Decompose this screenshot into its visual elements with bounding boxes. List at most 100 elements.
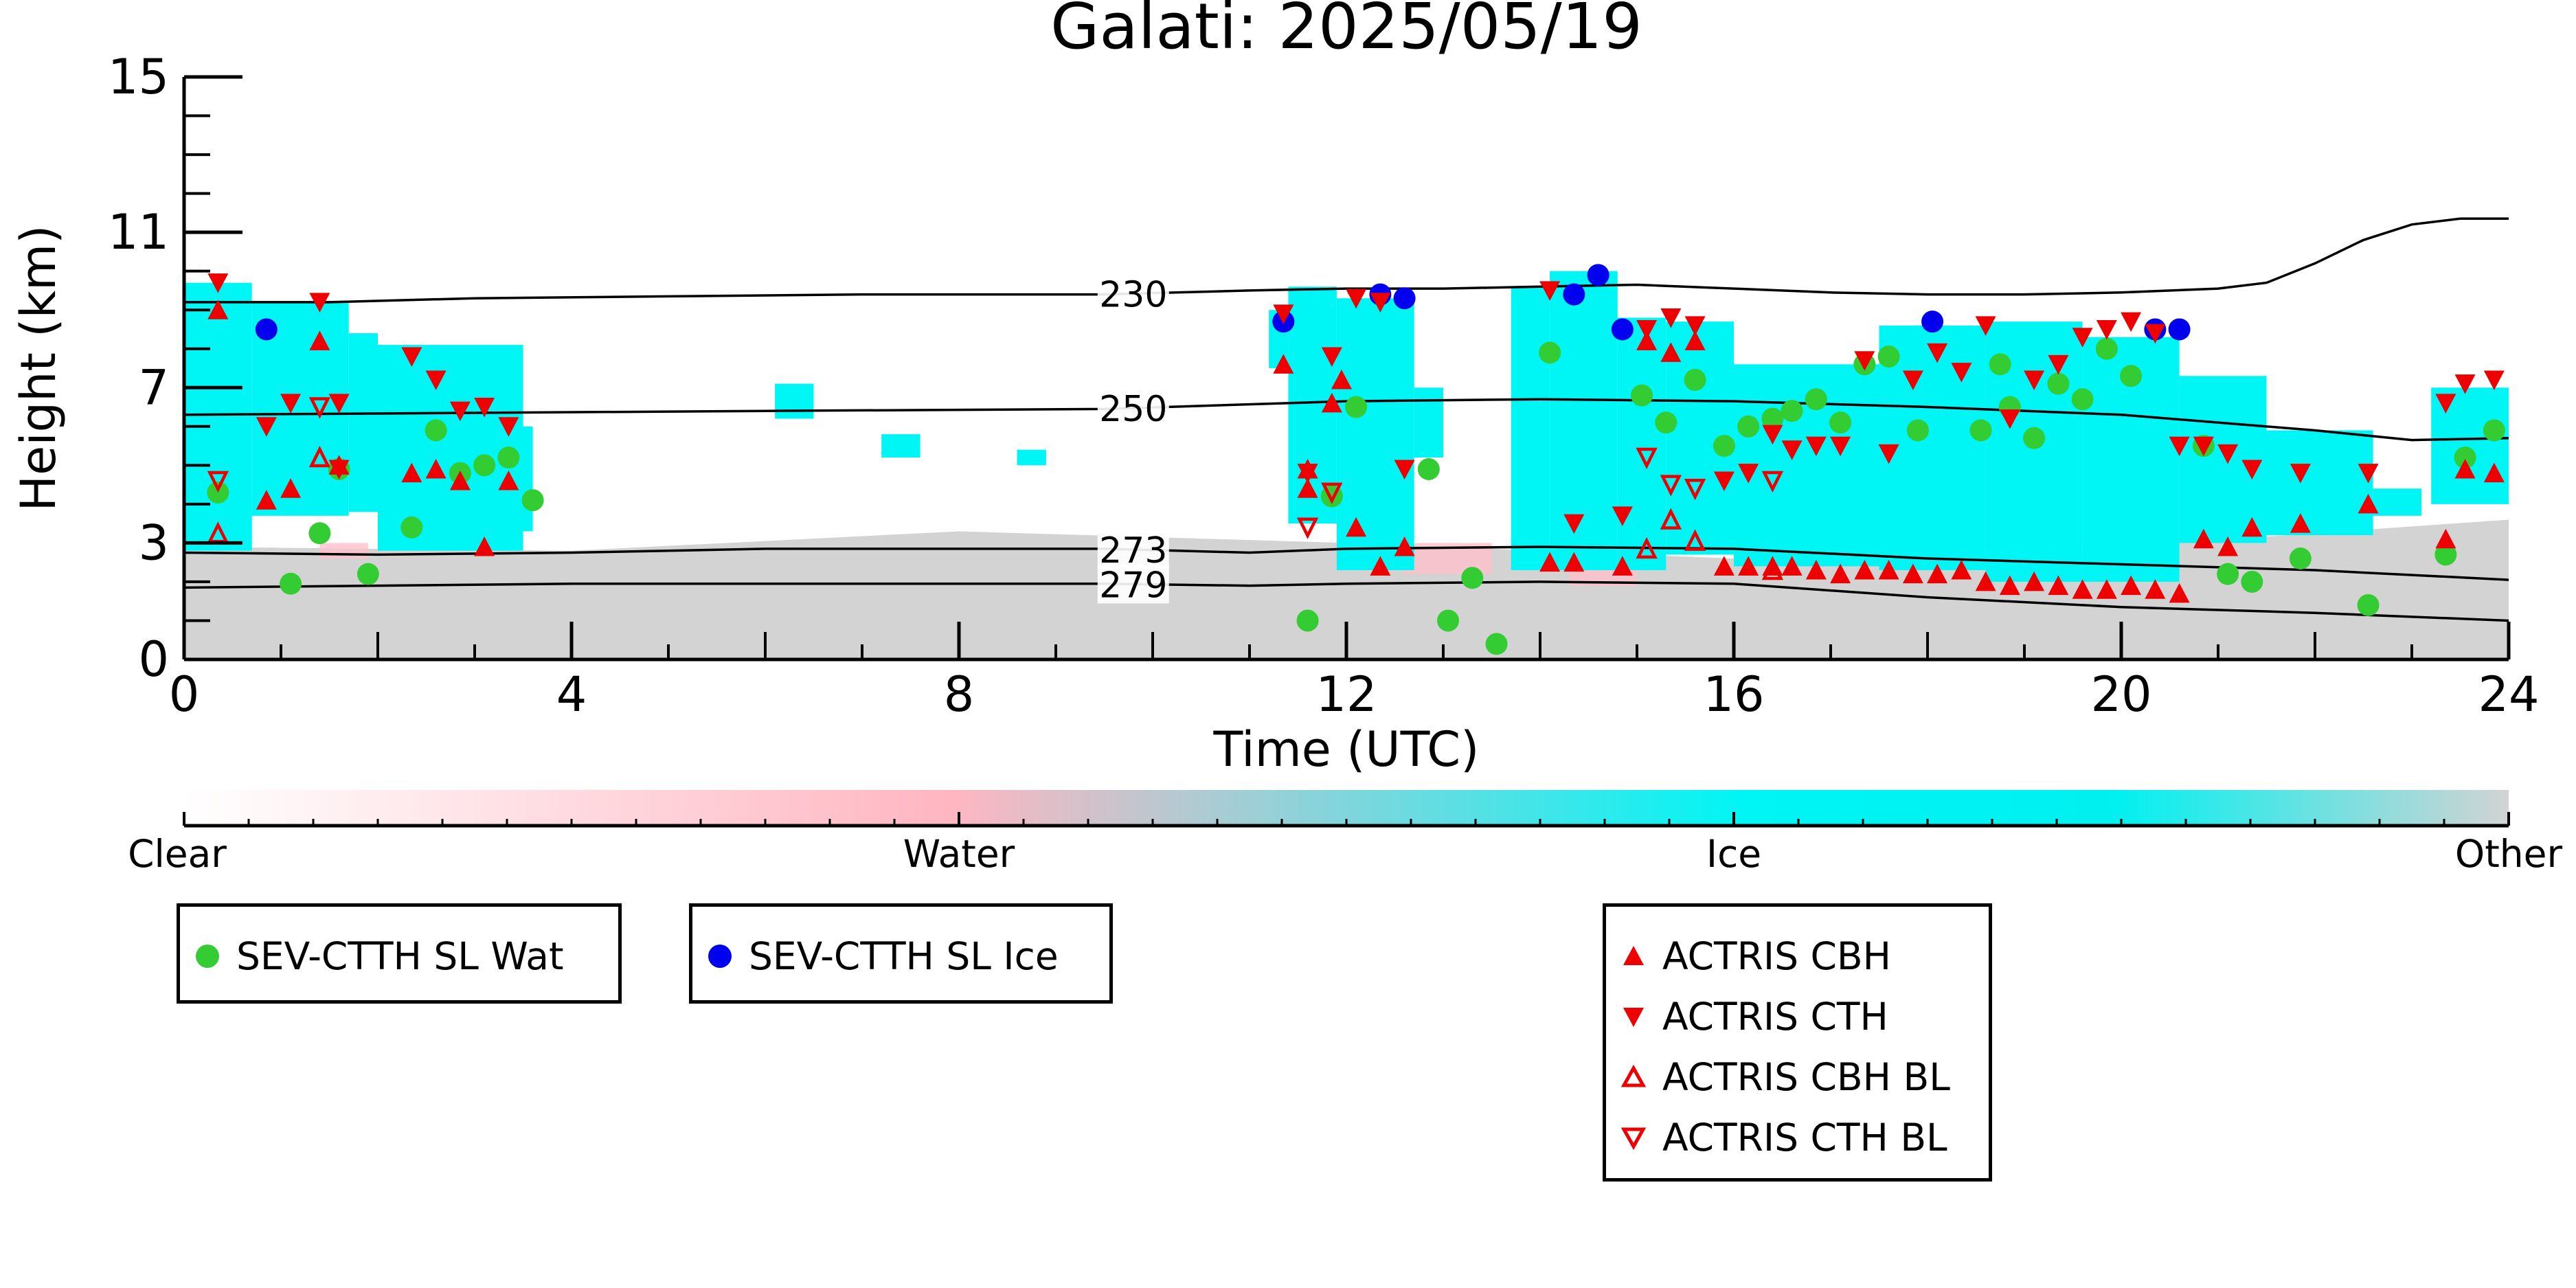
marker-actris-cth [1927, 343, 1948, 363]
marker-actris-cth [2435, 394, 2456, 414]
marker-actris-cth [1612, 506, 1633, 526]
marker-actris-cbh [280, 478, 302, 498]
colorbar-label-clear: Clear [128, 832, 227, 876]
ice-cloud-region [348, 333, 378, 512]
marker-sev-ctth-sl-wat [1437, 609, 1460, 632]
marker-sev-ctth-sl-wat [1345, 396, 1368, 418]
legend-wat: SEV-CTTH SL Wat [177, 903, 622, 1004]
marker-sev-ctth-sl-wat [1829, 411, 1852, 434]
legend-actris: ACTRIS CBH ACTRIS CTH ACTRIS CBH BL ACTR… [1603, 903, 1992, 1182]
legend-item-ice: SEV-CTTH SL Ice [706, 929, 1059, 984]
marker-actris-cbh [2290, 513, 2311, 533]
marker-actris-cth [1975, 316, 1996, 336]
legend-item-cth: ACTRIS CTH [1620, 989, 1888, 1044]
marker-actris-cth [1781, 440, 1803, 460]
marker-actris-cth [309, 293, 330, 313]
marker-sev-ctth-sl-wat [2120, 365, 2143, 387]
marker-actris-cth [280, 394, 302, 414]
marker-sev-ctth-sl-wat [2217, 563, 2239, 585]
marker-actris-cth [1951, 363, 1972, 383]
marker-actris-cth [1902, 370, 1923, 390]
marker-sev-ctth-sl-wat [2241, 570, 2263, 593]
y-axis-label: Height (km) [10, 225, 67, 512]
marker-actris-cth [1660, 308, 1682, 328]
legend-item-cbh-bl: ACTRIS CBH BL [1620, 1050, 1950, 1105]
isotherm-line-273 [184, 545, 2509, 581]
marker-actris-cth [1273, 304, 1294, 324]
triangle-down-icon [1623, 1008, 1644, 1027]
y-tick-label: 15 [108, 49, 169, 105]
marker-actris-cbh [2024, 571, 2045, 591]
marker-actris-cbh [1805, 559, 1827, 580]
marker-sev-ctth-sl-ice [1393, 287, 1416, 310]
ice-cloud-region [2266, 430, 2373, 536]
marker-actris-cbh [1273, 354, 1294, 374]
legend-item-cth-bl: ACTRIS CTH BL [1620, 1110, 1947, 1165]
ice-cloud-region [1414, 387, 1443, 458]
marker-actris-cbh-bl [1636, 536, 1658, 559]
marker-actris-cth [2241, 460, 2263, 479]
marker-actris-cbh [401, 462, 422, 483]
marker-actris-cbh [2241, 517, 2263, 537]
marker-sev-ctth-sl-wat [1485, 633, 1508, 655]
marker-actris-cbh [1902, 563, 1923, 584]
marker-sev-ctth-sl-ice [1587, 264, 1609, 286]
marker-sev-ctth-sl-wat [400, 516, 423, 539]
legend-label-ice: SEV-CTTH SL Ice [749, 934, 1059, 978]
isotherm-label-bg [1097, 274, 1169, 313]
marker-actris-cbh [449, 470, 471, 490]
isotherm-line-279 [184, 580, 2509, 622]
marker-actris-cth [1854, 351, 1875, 371]
legend-label-cth: ACTRIS CTH [1662, 995, 1888, 1039]
marker-actris-cbh [1781, 556, 1803, 576]
x-tick-label: 20 [2090, 666, 2151, 723]
marker-actris-cth [2193, 436, 2214, 457]
marker-actris-cbh [2358, 493, 2379, 514]
marker-actris-cbh [1331, 369, 1352, 389]
x-axis-label: Time (UTC) [1213, 721, 1480, 778]
marker-actris-cth [207, 273, 229, 293]
ice-cloud-region [881, 434, 920, 458]
y-tick-label: 11 [108, 204, 169, 260]
marker-sev-ctth-sl-wat [497, 447, 520, 469]
x-tick-label: 24 [2478, 666, 2539, 723]
marker-sev-ctth-sl-wat [1417, 457, 1440, 480]
isotherm-label-250: 250 [1099, 389, 1167, 430]
colorbar-ticks [183, 812, 2510, 828]
marker-sev-ctth-sl-wat [1713, 435, 1735, 457]
marker-sev-ctth-sl-wat [1631, 384, 1653, 407]
marker-actris-cbh [1713, 556, 1735, 576]
marker-actris-cth [1805, 436, 1827, 457]
marker-actris-cbh [1830, 563, 1851, 584]
marker-actris-cth [2169, 436, 2190, 457]
marker-actris-cth [1321, 347, 1342, 368]
colorbar-label-ice: Ice [1706, 832, 1761, 876]
marker-actris-cbh [1346, 517, 1367, 537]
marker-actris-cth [1713, 471, 1735, 491]
ice-cloud-region [1550, 271, 1618, 570]
marker-layer [207, 264, 2505, 655]
marker-actris-cbh [1539, 552, 1561, 572]
marker-actris-cbh [1563, 552, 1585, 572]
green-circle-icon [196, 945, 219, 968]
triangle-up-icon [1623, 946, 1644, 965]
marker-actris-cbh [1636, 330, 1658, 350]
marker-actris-cth [425, 370, 447, 390]
marker-actris-cbh [2096, 579, 2117, 599]
water-patch [319, 543, 368, 559]
triangle-up-open-icon [1620, 1064, 1647, 1087]
marker-actris-cth-bl [1321, 482, 1343, 504]
marker-actris-cbh [2072, 579, 2093, 599]
ice-cloud-region [775, 383, 814, 419]
marker-sev-ctth-sl-wat [2454, 447, 2476, 469]
marker-actris-cth [401, 347, 422, 368]
marker-sev-ctth-sl-wat [1737, 415, 1760, 438]
marker-actris-cth [328, 460, 350, 479]
marker-actris-cth [474, 398, 495, 418]
x-tick-label: 0 [169, 666, 200, 723]
colorbar-label-water: Water [903, 832, 1015, 876]
marker-actris-cbh [2435, 528, 2456, 549]
marker-sev-ctth-sl-wat [521, 489, 544, 512]
marker-actris-cth-bl [308, 397, 331, 419]
marker-actris-cth [1878, 444, 1899, 464]
